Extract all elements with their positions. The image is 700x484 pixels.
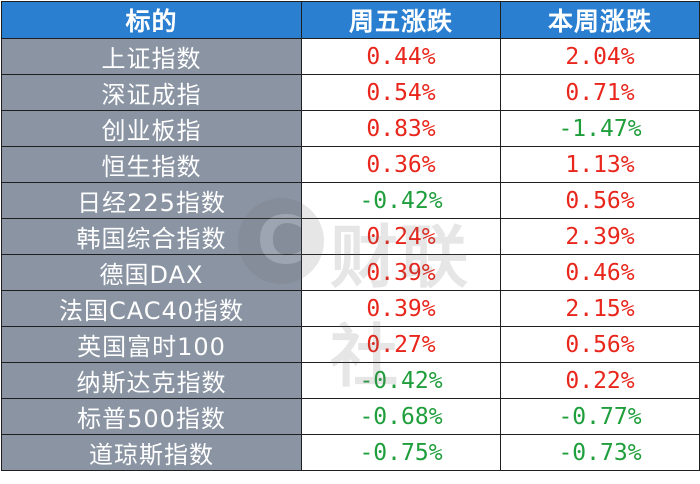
table-row: 标普500指数 -0.68% -0.77%: [1, 398, 700, 435]
friday-change-value: 0.36%: [301, 146, 501, 183]
friday-change-value: -0.42%: [301, 182, 501, 219]
week-change-value: 1.13%: [500, 146, 700, 183]
week-change-value: 0.56%: [500, 182, 700, 219]
week-change-value: 0.22%: [500, 362, 700, 399]
friday-change-value: -0.75%: [301, 434, 501, 471]
friday-change-value: 0.44%: [301, 38, 501, 75]
instrument-name: 上证指数: [1, 38, 302, 75]
instrument-name: 韩国综合指数: [1, 218, 302, 255]
table-row: 日经225指数 -0.42% 0.56%: [1, 182, 700, 219]
instrument-name: 道琼斯指数: [1, 434, 302, 471]
table-row: 道琼斯指数 -0.75% -0.73%: [1, 434, 700, 471]
week-change-value: 0.46%: [500, 254, 700, 291]
table-row: 上证指数 0.44% 2.04%: [1, 38, 700, 75]
instrument-name: 纳斯达克指数: [1, 362, 302, 399]
week-change-value: 0.56%: [500, 326, 700, 363]
week-change-value: 0.71%: [500, 74, 700, 111]
table-row: 法国CAC40指数 0.39% 2.15%: [1, 290, 700, 327]
week-change-value: -1.47%: [500, 110, 700, 147]
instrument-name: 日经225指数: [1, 182, 302, 219]
table-row: 深证成指 0.54% 0.71%: [1, 74, 700, 111]
header-instrument: 标的: [1, 1, 302, 39]
instrument-name: 德国DAX: [1, 254, 302, 291]
index-performance-table: 标的 周五涨跌 本周涨跌 上证指数 0.44% 2.04% 深证成指 0.54% 0.71…: [1, 1, 700, 471]
week-change-value: -0.73%: [500, 434, 700, 471]
instrument-name: 恒生指数: [1, 146, 302, 183]
table-row: 英国富时100 0.27% 0.56%: [1, 326, 700, 363]
header-week-change: 本周涨跌: [500, 1, 700, 39]
week-change-value: 2.39%: [500, 218, 700, 255]
friday-change-value: 0.24%: [301, 218, 501, 255]
instrument-name: 创业板指: [1, 110, 302, 147]
friday-change-value: 0.39%: [301, 290, 501, 327]
week-change-value: 2.15%: [500, 290, 700, 327]
header-row: 标的 周五涨跌 本周涨跌: [1, 1, 700, 39]
table-row: 德国DAX 0.39% 0.46%: [1, 254, 700, 291]
table-row: 韩国综合指数 0.24% 2.39%: [1, 218, 700, 255]
friday-change-value: -0.42%: [301, 362, 501, 399]
friday-change-value: 0.83%: [301, 110, 501, 147]
instrument-name: 法国CAC40指数: [1, 290, 302, 327]
instrument-name: 英国富时100: [1, 326, 302, 363]
friday-change-value: 0.54%: [301, 74, 501, 111]
week-change-value: 2.04%: [500, 38, 700, 75]
week-change-value: -0.77%: [500, 398, 700, 435]
friday-change-value: -0.68%: [301, 398, 501, 435]
table-row: 创业板指 0.83% -1.47%: [1, 110, 700, 147]
instrument-name: 标普500指数: [1, 398, 302, 435]
friday-change-value: 0.27%: [301, 326, 501, 363]
friday-change-value: 0.39%: [301, 254, 501, 291]
table-row: 纳斯达克指数 -0.42% 0.22%: [1, 362, 700, 399]
header-friday-change: 周五涨跌: [301, 1, 501, 39]
instrument-name: 深证成指: [1, 74, 302, 111]
table-row: 恒生指数 0.36% 1.13%: [1, 146, 700, 183]
